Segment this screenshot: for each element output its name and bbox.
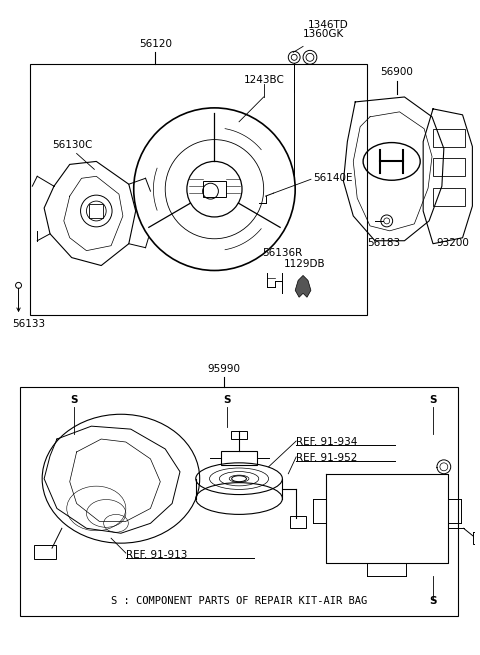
Bar [30,64,367,315]
Text: 95990: 95990 [208,364,241,373]
Bar [433,128,465,147]
Text: REF. 91-952: REF. 91-952 [296,453,358,463]
Text: S: S [224,396,231,405]
Text: REF. 91-934: REF. 91-934 [296,437,358,447]
Bar [221,451,257,465]
Text: 56900: 56900 [380,67,413,77]
Text: 1360GK: 1360GK [303,29,344,39]
Bar [203,181,226,197]
Text: REF. 91-913: REF. 91-913 [126,550,187,560]
Bar [34,545,56,559]
Text: 1129DB: 1129DB [283,259,325,269]
Text: 56133: 56133 [12,319,46,329]
Polygon shape [295,276,311,297]
Bar [433,188,465,206]
Bar [231,431,247,439]
Text: 56120: 56120 [139,39,172,49]
Bar [290,516,306,529]
Text: S: S [429,396,437,405]
Bar [433,159,465,176]
Text: 56136R: 56136R [262,248,302,257]
Text: S : COMPONENT PARTS OF REPAIR KIT-AIR BAG: S : COMPONENT PARTS OF REPAIR KIT-AIR BA… [111,595,367,606]
Text: 1243BC: 1243BC [244,75,285,85]
Bar [89,204,103,218]
Text: 56183: 56183 [367,238,400,248]
Text: 56130C: 56130C [52,140,92,149]
Bar [21,388,457,616]
Text: S: S [70,396,77,405]
Bar [473,533,480,544]
Text: S: S [429,595,437,606]
Text: 93200: 93200 [436,238,469,248]
Text: 56140E: 56140E [313,174,352,183]
Text: 1346TD: 1346TD [308,20,349,29]
